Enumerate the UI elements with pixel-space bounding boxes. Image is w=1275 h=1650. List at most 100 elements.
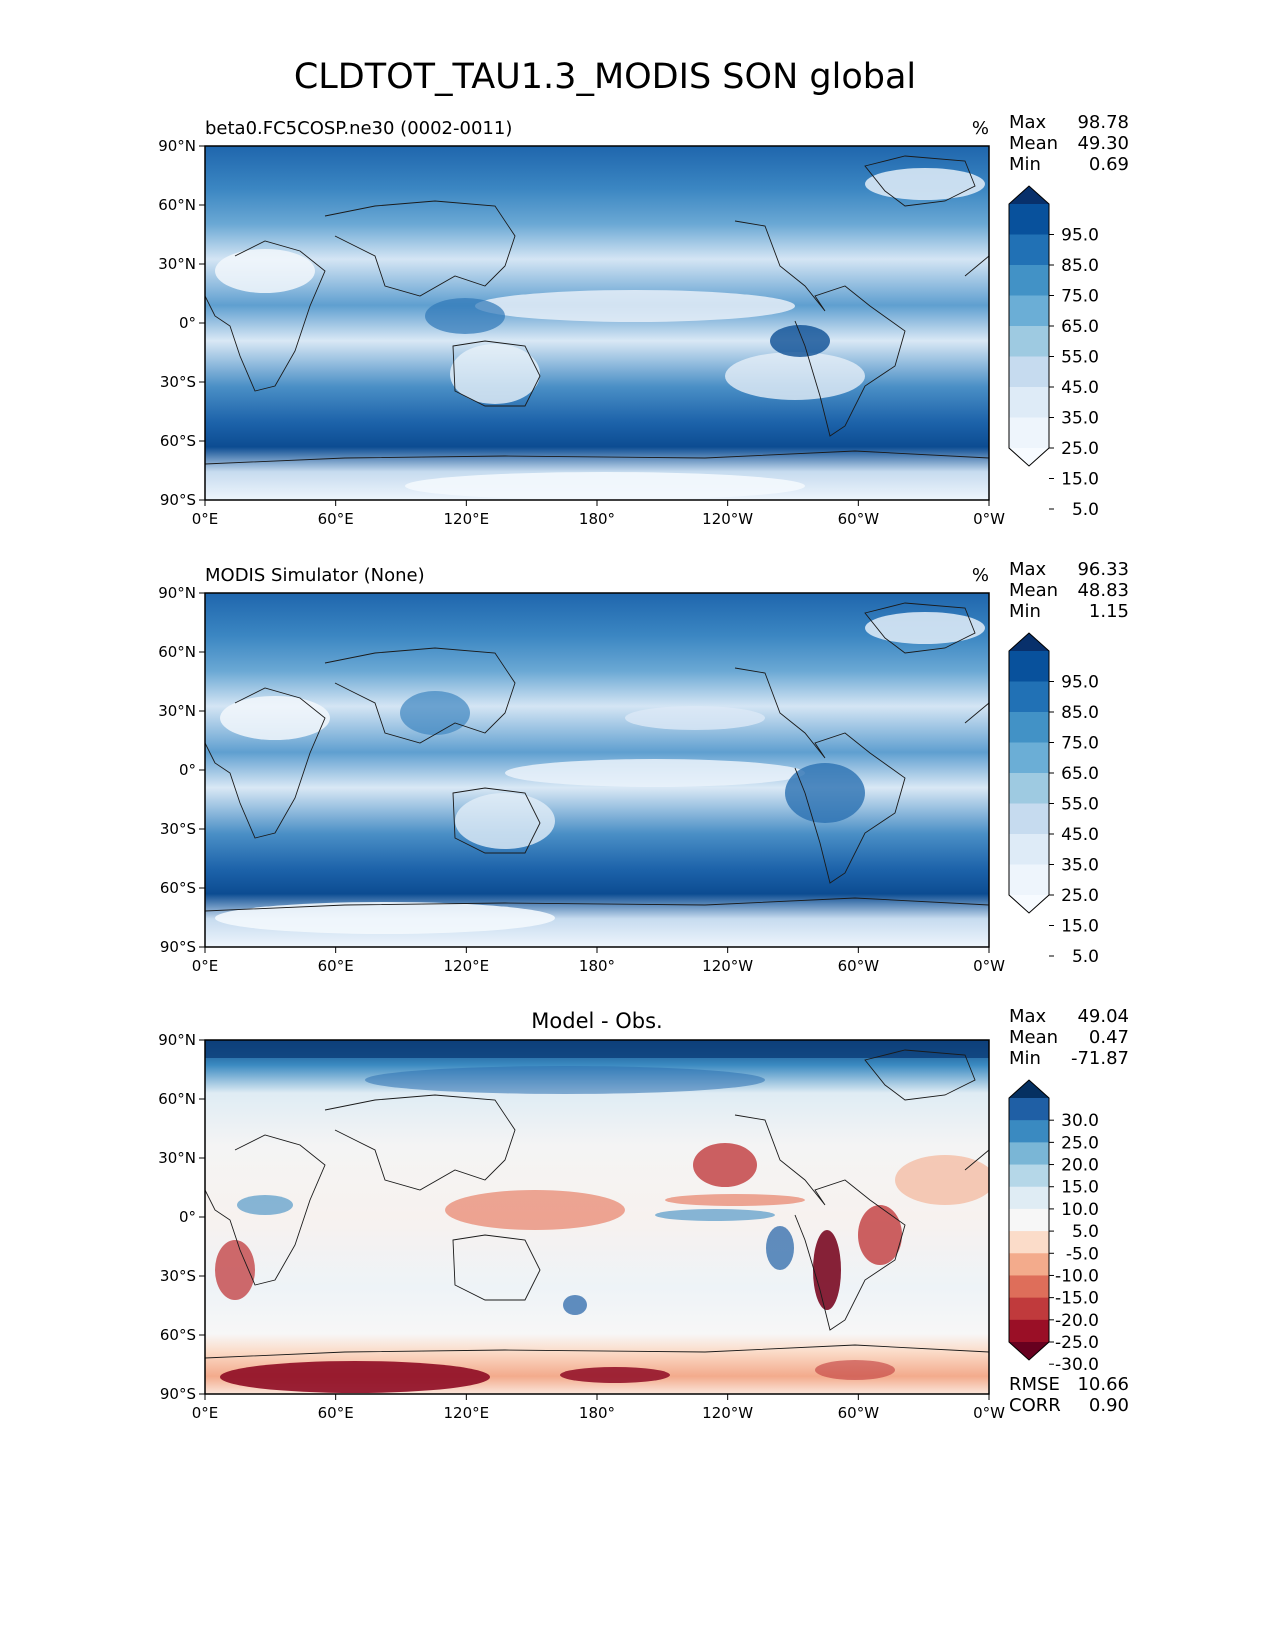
colorbar-label: 5.0 (1072, 500, 1099, 520)
cloud-blob (813, 1230, 841, 1310)
colorbar-label: -20.0 (1055, 1311, 1099, 1331)
panel-title-left: beta0.FC5COSP.ne30 (0002-0011) (205, 118, 512, 139)
x-tick-label: 120°E (444, 1404, 490, 1422)
y-tick-label: 60°S (160, 879, 196, 897)
colorbar-extend-min (1009, 895, 1049, 913)
colorbar-label: 45.0 (1061, 825, 1099, 845)
x-tick-label: 0°E (192, 1404, 219, 1422)
stat-label-min: Min (1009, 1048, 1041, 1069)
cloud-blob (895, 1155, 989, 1205)
colorbar-label: 10.0 (1061, 1200, 1099, 1220)
stat-value-min: -71.87 (1071, 1048, 1129, 1069)
y-tick-label: 90°S (160, 1385, 196, 1403)
cloud-blob (815, 1360, 895, 1380)
y-tick-label: 30°N (158, 255, 196, 273)
x-tick-label: 0°W (973, 957, 1005, 975)
cloud-blob (563, 1295, 587, 1315)
x-tick-label: 120°E (444, 957, 490, 975)
colorbar-segment (1009, 773, 1049, 804)
x-tick-label: 0°W (973, 510, 1005, 528)
stat-label-min: Min (1009, 601, 1041, 622)
colorbar-label: 35.0 (1061, 856, 1099, 876)
x-tick-label: 120°E (444, 510, 490, 528)
cloud-blob (215, 249, 315, 293)
cloud-blob (220, 696, 330, 740)
y-tick-label: 60°S (160, 1326, 196, 1344)
y-tick-label: 60°N (158, 643, 196, 661)
y-tick-label: 30°N (158, 1149, 196, 1167)
y-tick-label: 30°S (160, 1267, 196, 1285)
cloud-blob (450, 344, 540, 404)
colorbar-label: -15.0 (1055, 1289, 1099, 1309)
map-field (205, 593, 989, 947)
cloud-blob (425, 298, 505, 334)
cloud-blob (205, 1040, 989, 1058)
map-background (205, 146, 989, 500)
cloud-blob (858, 1205, 902, 1265)
colorbar-segment (1009, 834, 1049, 865)
colorbar-label: 35.0 (1061, 409, 1099, 429)
stat-label-max: Max (1009, 559, 1047, 580)
colorbar-segment (1009, 204, 1049, 235)
colorbar-label: 25.0 (1061, 886, 1099, 906)
y-tick-label: 90°S (160, 938, 196, 956)
colorbar-segment (1009, 387, 1049, 418)
cloud-blob (725, 352, 865, 400)
cloud-blob (665, 1194, 805, 1206)
cloud-blob (766, 1226, 794, 1270)
y-tick-label: 30°N (158, 702, 196, 720)
colorbar-label: 85.0 (1061, 256, 1099, 276)
colorbar-label: 55.0 (1061, 348, 1099, 368)
stat-label-corr: CORR (1009, 1395, 1061, 1416)
cloud-blob (400, 691, 470, 735)
x-tick-label: 60°W (838, 510, 880, 528)
stats-box: Max 49.04 Mean 0.47 Min -71.87 (1009, 1006, 1129, 1069)
stat-label-min: Min (1009, 154, 1041, 175)
panel-difference: Model - Obs. (158, 1006, 1129, 1422)
colorbar: 95.0 85.0 75.0 65.0 55.0 45.0 35.0 25.0 15.0 5.0 (1008, 185, 1099, 520)
y-tick-label: 90°N (158, 1031, 196, 1049)
y-tick-label: 0° (179, 761, 196, 779)
x-tick-label: 120°W (702, 1404, 753, 1422)
y-tick-label: 90°N (158, 584, 196, 602)
x-tick-label: 60°W (838, 1404, 880, 1422)
cloud-blob (655, 1209, 775, 1221)
colorbar-segment (1009, 1186, 1049, 1210)
coastlines (205, 602, 989, 912)
colorbar-segment (1009, 234, 1049, 266)
y-tick-label: 90°N (158, 137, 196, 155)
panel-reference: MODIS Simulator (None) % 90°N 60°N 30°N 0° 3… (158, 559, 1129, 975)
colorbar-label: 45.0 (1061, 378, 1099, 398)
map-field (205, 1040, 989, 1394)
colorbar-label: 15.0 (1061, 1178, 1099, 1198)
cloud-blob (365, 1066, 765, 1094)
y-axis: 90°N 60°N 30°N 0° 30°S 60°S 90°S (158, 137, 205, 509)
colorbar-label: 5.0 (1072, 947, 1099, 967)
y-tick-label: 30°S (160, 373, 196, 391)
colorbar-segment (1009, 1142, 1049, 1166)
colorbar-label: 75.0 (1061, 734, 1099, 754)
cloud-blob (865, 168, 985, 200)
x-tick-label: 180° (579, 1404, 615, 1422)
x-tick-label: 120°W (702, 957, 753, 975)
cloud-blob (215, 902, 555, 934)
x-tick-label: 60°E (318, 510, 354, 528)
cloud-blob (560, 1367, 670, 1383)
colorbar-label: -10.0 (1055, 1266, 1099, 1286)
colorbar-segment (1009, 864, 1049, 896)
x-tick-label: 60°E (318, 1404, 354, 1422)
colorbar-segment (1009, 1120, 1049, 1143)
colorbar-label: 5.0 (1072, 1222, 1099, 1242)
cloud-blob (215, 1240, 255, 1300)
colorbar-segment (1009, 417, 1049, 449)
stat-value-mean: 49.30 (1077, 133, 1129, 154)
panel-title-left: MODIS Simulator (None) (205, 565, 425, 586)
x-tick-label: 120°W (702, 510, 753, 528)
stat-label-max: Max (1009, 112, 1047, 133)
colorbar: 95.0 85.0 75.0 65.0 55.0 45.0 35.0 25.0 15.0 5.0 (1008, 632, 1099, 967)
y-tick-label: 30°S (160, 820, 196, 838)
stat-value-rmse: 10.66 (1077, 1374, 1129, 1395)
colorbar-label: 25.0 (1061, 439, 1099, 459)
colorbar-label: 25.0 (1061, 1133, 1099, 1153)
cloud-blob (455, 793, 555, 849)
